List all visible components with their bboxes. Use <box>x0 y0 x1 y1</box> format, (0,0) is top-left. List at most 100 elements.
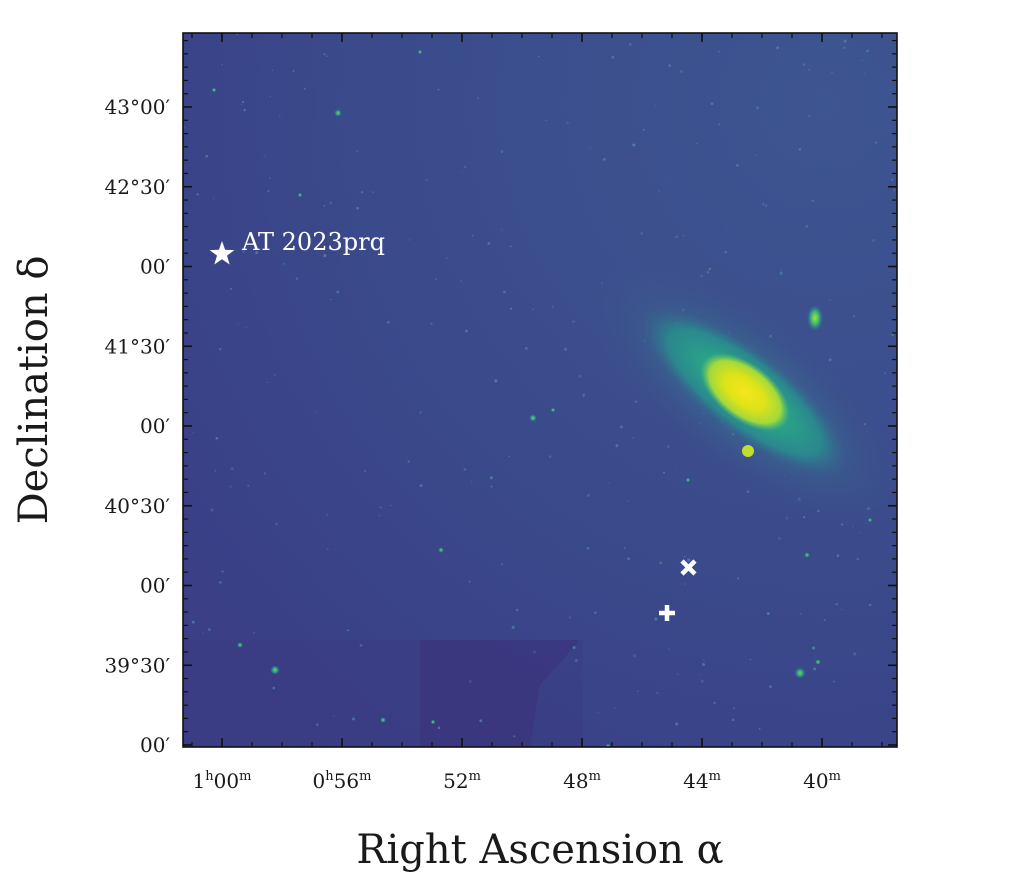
faint-star <box>430 322 433 325</box>
faint-star <box>323 53 326 56</box>
faint-star <box>713 701 716 705</box>
faint-star <box>732 707 735 710</box>
faint-star <box>631 437 634 440</box>
faint-star <box>515 608 519 612</box>
star-field <box>183 33 896 738</box>
faint-star <box>574 659 578 663</box>
faint-star <box>192 432 194 434</box>
faint-star <box>702 663 705 666</box>
faint-star <box>221 570 224 573</box>
faint-star <box>800 613 802 615</box>
faint-star <box>811 199 814 202</box>
faint-star <box>463 468 467 471</box>
x-tick-label: 0h56m <box>313 769 372 793</box>
x-tick-labels: 1h00m 0h56m 52m 48m 44m 40m <box>193 769 841 793</box>
faint-star <box>292 69 295 72</box>
faint-star <box>737 577 740 580</box>
faint-star <box>666 445 670 448</box>
faint-star <box>549 455 552 458</box>
faint-star <box>749 658 752 661</box>
bright-star <box>430 719 436 725</box>
faint-star <box>219 348 222 351</box>
faint-star <box>511 625 515 630</box>
faint-star <box>379 506 382 509</box>
faint-star <box>364 470 367 472</box>
bright-stars <box>211 49 873 747</box>
faint-star <box>419 411 422 414</box>
faint-star <box>682 234 685 237</box>
faint-star <box>212 197 215 200</box>
faint-star <box>347 629 349 632</box>
faint-star <box>326 55 328 57</box>
faint-star <box>637 690 639 693</box>
faint-star <box>654 105 656 107</box>
faint-star <box>687 558 691 562</box>
faint-star <box>323 204 326 207</box>
faint-star <box>535 119 537 121</box>
faint-star <box>706 270 709 274</box>
faint-star <box>500 563 504 566</box>
faint-star <box>359 643 363 647</box>
bright-star <box>334 109 342 117</box>
faint-star <box>566 121 569 125</box>
faint-star <box>769 685 772 689</box>
faint-star <box>656 691 659 695</box>
faint-star <box>303 87 306 90</box>
faint-star <box>619 425 623 429</box>
bright-star <box>270 665 280 675</box>
faint-star <box>459 280 462 282</box>
faint-star <box>798 148 802 151</box>
faint-star <box>805 224 809 228</box>
dark-band <box>183 640 583 747</box>
major-ticks <box>183 33 897 747</box>
galaxy-core <box>700 353 790 431</box>
faint-star <box>568 616 571 619</box>
faint-star <box>510 307 513 310</box>
faint-star <box>675 235 678 239</box>
faint-star <box>632 143 636 147</box>
transient-label: AT 2023prq <box>241 228 385 256</box>
faint-star <box>659 561 662 565</box>
faint-star <box>390 504 392 507</box>
faint-star <box>835 603 838 606</box>
bright-star <box>529 414 537 422</box>
bright-star <box>297 192 303 198</box>
faint-star <box>731 718 735 722</box>
faint-star <box>875 141 878 144</box>
galaxy-m31 <box>579 253 897 531</box>
faint-star <box>255 251 259 255</box>
faint-star <box>267 190 270 193</box>
faint-star <box>856 557 859 561</box>
faint-star <box>191 620 195 624</box>
faint-star <box>378 514 381 517</box>
faint-star <box>269 96 271 98</box>
faint-star <box>532 308 534 311</box>
plus-marker-icon <box>659 605 675 621</box>
faint-star <box>765 204 768 207</box>
faint-star <box>843 39 847 43</box>
faint-star <box>465 329 468 333</box>
faint-star <box>468 680 472 683</box>
faint-star <box>564 347 568 351</box>
x-tick-label: 40m <box>803 769 841 793</box>
faint-star <box>243 108 246 112</box>
faint-star <box>778 537 781 540</box>
faint-star <box>372 191 374 193</box>
faint-star <box>419 484 423 488</box>
faint-star <box>533 650 536 654</box>
faint-star <box>551 305 554 309</box>
faint-star <box>356 150 359 153</box>
faint-star <box>868 603 872 607</box>
faint-star <box>489 476 493 480</box>
faint-star <box>314 410 316 413</box>
faint-star <box>785 517 788 520</box>
faint-star <box>663 471 665 474</box>
faint-star <box>237 322 240 325</box>
faint-star <box>268 176 271 179</box>
bright-star <box>380 717 386 723</box>
faint-star <box>629 43 632 46</box>
faint-star <box>708 267 712 271</box>
bright-star <box>804 552 810 558</box>
image-panel <box>183 33 897 747</box>
bright-star <box>815 659 821 665</box>
